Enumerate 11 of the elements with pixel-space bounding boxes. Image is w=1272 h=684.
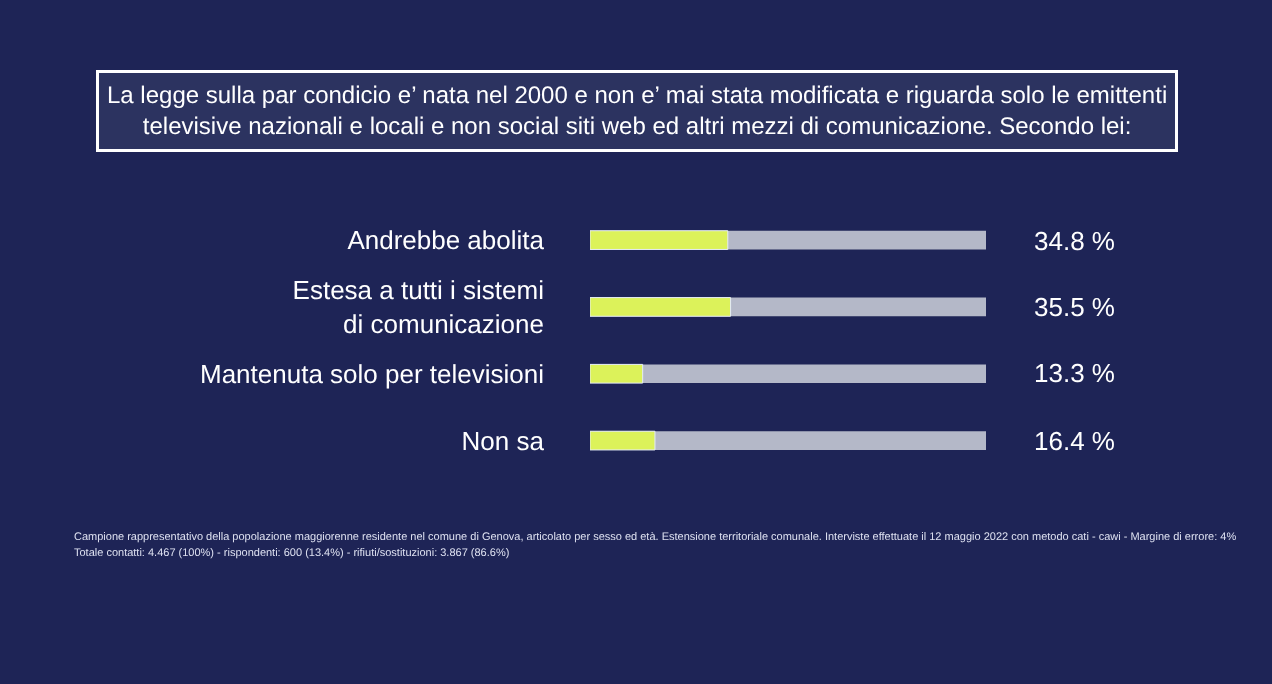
y-tick-label: Andrebbe abolita [347, 225, 546, 256]
data-label: 34.8 % [1034, 226, 1116, 256]
bar [590, 363, 644, 384]
y-tick-label: Estesa a tutti i sistemi di comunicazione [292, 275, 545, 339]
y-tick-label: Non sa [461, 425, 546, 456]
data-label: 13.3 % [1034, 358, 1116, 388]
y-tick-label: Mantenuta solo per televisioni [200, 358, 545, 389]
bar [590, 430, 656, 451]
chart-title: La legge sulla par condicio e’ nata nel 2000 e non e’ mai stata modificata e riguarda solo le emittenti televisive nazionali e locali e non social siti web ed altri mezzi di comunicazione. Secondo lei: [107, 81, 1168, 141]
data-label: 35.5 % [1034, 292, 1116, 322]
data-label: 16.4 % [1034, 426, 1116, 456]
